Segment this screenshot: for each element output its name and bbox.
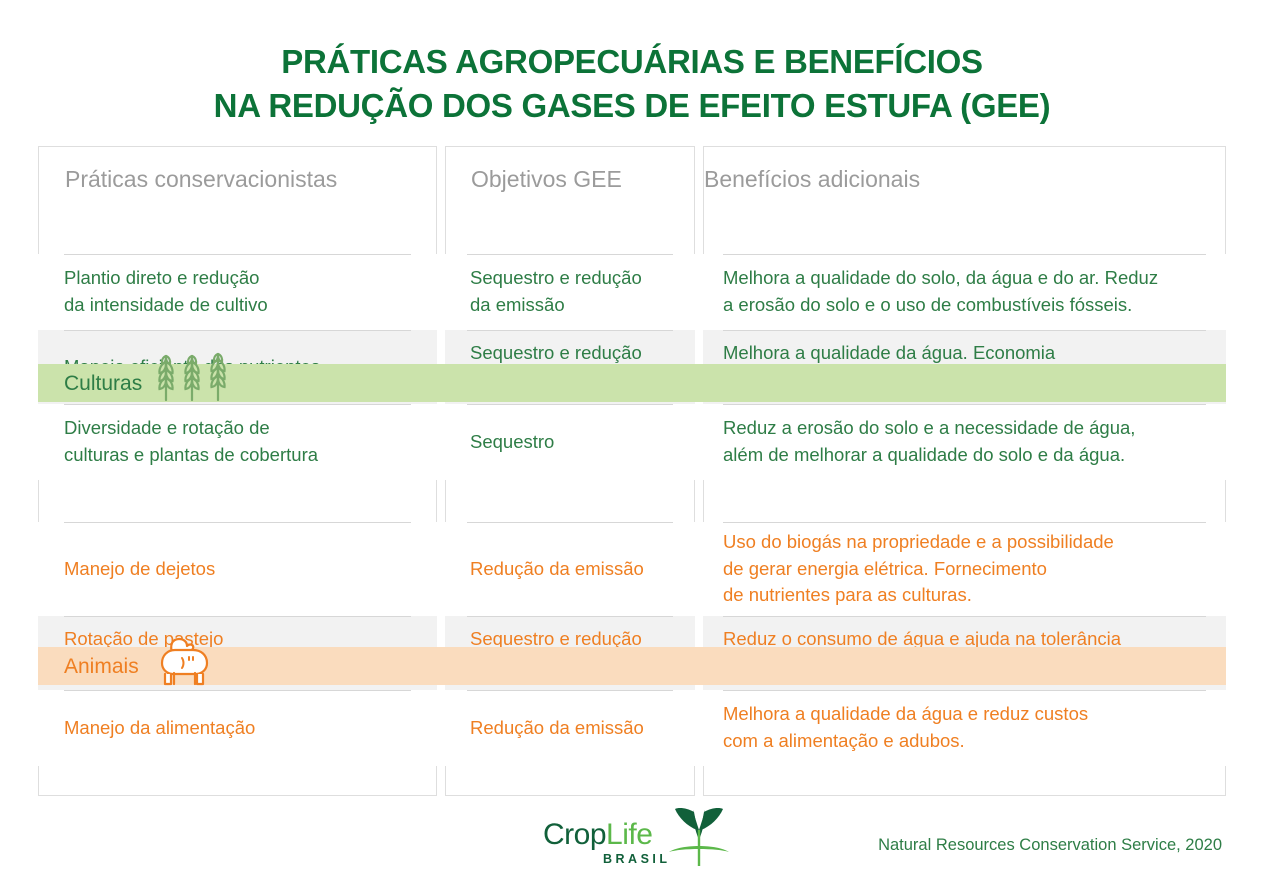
- cell-gap: [695, 522, 703, 616]
- cell-gap: [437, 254, 445, 330]
- practices-table: Práticas conservacionistas Objetivos GEE…: [38, 146, 1226, 796]
- cell-gap: [695, 690, 703, 766]
- section-label-animais: Animais: [64, 654, 139, 678]
- cell-gap: [437, 404, 445, 480]
- sheep-icon: [153, 634, 215, 688]
- cell-benefit: Reduz a erosão do solo e a necessidade d…: [703, 404, 1226, 480]
- cell-goal: Sequestro: [445, 404, 695, 480]
- header-cell-benefits: Benefícios adicionais: [704, 147, 1225, 213]
- cell-benefit: Melhora a qualidade do solo, da água e d…: [703, 254, 1226, 330]
- section-band-culturas: Culturas: [38, 352, 1226, 402]
- sprout-icon: [663, 806, 735, 877]
- table-body: Plantio direto e redução da intensidade d…: [38, 146, 1226, 796]
- cell-gap: [695, 404, 703, 480]
- table-row: Diversidade e rotação de culturas e plant…: [38, 404, 1226, 480]
- section-label-culturas: Culturas: [64, 371, 143, 395]
- page-title: PRÁTICAS AGROPECUÁRIAS E BENEFÍCIOS NA R…: [0, 0, 1264, 127]
- table-row: Plantio direto e redução da intensidade d…: [38, 254, 1226, 330]
- source-credit: Natural Resources Conservation Service, …: [878, 836, 1222, 854]
- header-label-goals: Objetivos GEE: [471, 166, 622, 193]
- wheat-stalks-icon: [156, 350, 232, 402]
- cell-goal: Redução da emissão: [445, 690, 695, 766]
- header-label-practices: Práticas conservacionistas: [65, 166, 338, 193]
- header-cell-practices: Práticas conservacionistas: [39, 147, 436, 213]
- logo-text-life: Life: [606, 818, 653, 851]
- cell-practice: Diversidade e rotação de culturas e plant…: [38, 404, 437, 480]
- logo-text-brasil: BRASIL: [603, 852, 671, 866]
- header-label-benefits: Benefícios adicionais: [704, 166, 921, 193]
- title-line-2: NA REDUÇÃO DOS GASES DE EFEITO ESTUFA (G…: [213, 86, 1051, 124]
- cell-practice: Manejo de dejetos: [38, 522, 437, 616]
- section-band-animais: Animais: [38, 637, 1226, 686]
- cell-gap: [437, 522, 445, 616]
- cell-practice: Plantio direto e redução da intensidade d…: [38, 254, 437, 330]
- header-cell-goals: Objetivos GEE: [446, 147, 694, 213]
- cell-practice: Manejo da alimentação: [38, 690, 437, 766]
- logo-text-crop: Crop: [543, 818, 607, 851]
- cell-goal: Redução da emissão: [445, 522, 695, 616]
- title-line-1: PRÁTICAS AGROPECUÁRIAS E BENEFÍCIOS: [281, 43, 983, 80]
- cell-gap: [695, 254, 703, 330]
- cell-benefit: Uso do biogás na propriedade e a possibi…: [703, 522, 1226, 616]
- croplife-logo: CropLife BRASIL: [543, 808, 733, 872]
- cell-benefit: Melhora a qualidade da água e reduz cust…: [703, 690, 1226, 766]
- logo-wordmark: CropLife: [543, 818, 653, 852]
- table-row: Manejo de dejetos Redução da emissão Uso d…: [38, 522, 1226, 616]
- footer: CropLife BRASIL Natural Resources Conser…: [0, 802, 1264, 893]
- table-row: Manejo da alimentação Redução da emissão M…: [38, 690, 1226, 766]
- cell-gap: [437, 690, 445, 766]
